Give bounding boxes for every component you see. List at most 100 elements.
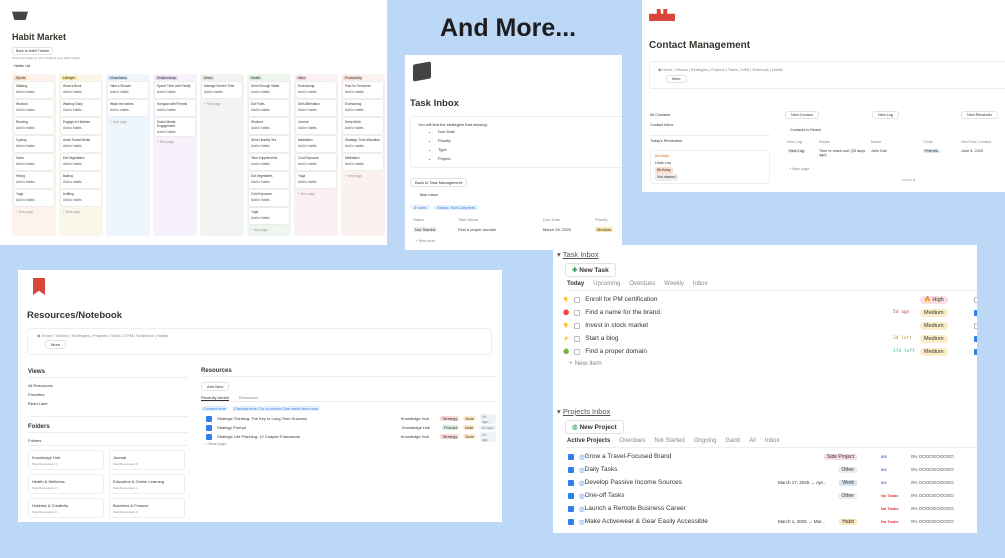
- nav-link-tasks[interactable]: Tasks: [110, 333, 121, 338]
- habit-card[interactable]: Envisioning Add to habits: [296, 82, 336, 98]
- habit-card[interactable]: Hiking Add to habits: [14, 172, 54, 188]
- habit-card[interactable]: Envisioning Add to habits: [343, 100, 383, 116]
- habit-card[interactable]: Journal Add to habits: [296, 118, 336, 134]
- tab-resources[interactable]: Resources: [239, 395, 259, 400]
- habit-card[interactable]: Engage in Hobbies Add to habits: [61, 118, 101, 134]
- new-page-button[interactable]: + New page: [204, 102, 222, 106]
- task-row[interactable]: 🟢 Find a proper domain 17d left Medium: [563, 345, 977, 358]
- add-to-habits-button[interactable]: Add to habits: [16, 198, 35, 202]
- new-page-button[interactable]: + New page: [63, 210, 81, 214]
- folder-card[interactable]: Education & Online Learning Total Resourc…: [109, 474, 185, 494]
- resource-row[interactable]: Strategic Thinking: The Key to Long-Term…: [201, 413, 496, 424]
- habit-card[interactable]: Yoga Add to habits: [296, 172, 336, 188]
- back-to-task-management-button[interactable]: Back to Task Management: [410, 178, 468, 187]
- add-to-habits-button[interactable]: Add to habits: [63, 180, 82, 184]
- habit-card[interactable]: Walking Add to habits: [14, 82, 54, 98]
- add-to-habits-button[interactable]: Add to habits: [63, 126, 82, 130]
- back-to-habit-tracker-button[interactable]: Back to Habit Tracker: [12, 47, 54, 55]
- habit-card[interactable]: Cycling Add to habits: [14, 136, 54, 152]
- all-contacts-link[interactable]: All Contacts: [650, 113, 671, 117]
- task-row[interactable]: ⚡ Start a blog 3d left Medium: [563, 332, 977, 345]
- habit-card[interactable]: Workout Add to habits: [249, 118, 289, 134]
- project-row[interactable]: ◎ Launch a Remote Business Career No Task…: [563, 502, 977, 515]
- add-to-habits-button[interactable]: Add to habits: [16, 162, 35, 166]
- habit-card[interactable]: Spend Time with Family Add to habits: [155, 82, 195, 98]
- add-new-button[interactable]: Add New: [201, 382, 230, 391]
- done-checkbox[interactable]: [974, 322, 977, 329]
- add-to-habits-button[interactable]: Add to habits: [16, 126, 35, 130]
- task-row[interactable]: 👇 Invest in stock market Medium: [563, 319, 977, 332]
- project-checkbox[interactable]: [568, 466, 574, 473]
- nav-link-crm[interactable]: CRM: [124, 333, 134, 338]
- add-to-habits-button[interactable]: Add to habits: [251, 162, 270, 166]
- task-checkbox[interactable]: [574, 296, 581, 303]
- habit-card[interactable]: Strategic Time Allocation Add to habits: [343, 136, 383, 152]
- habit-card[interactable]: Eat Vegetables Add to habits: [61, 154, 101, 170]
- tab-gantt[interactable]: Gantt: [725, 438, 741, 444]
- task-checkbox[interactable]: [574, 348, 581, 355]
- more-button[interactable]: More: [45, 340, 67, 349]
- add-to-habits-button[interactable]: Add to habits: [251, 144, 270, 148]
- tab-all[interactable]: All: [749, 438, 756, 444]
- habit-card[interactable]: Baking Add to habits: [61, 172, 101, 188]
- habit-card[interactable]: Meditation Add to habits: [296, 136, 336, 152]
- nav-link-projects[interactable]: Projects: [711, 68, 725, 72]
- habit-card[interactable]: Drink Enough Water Add to habits: [249, 82, 289, 98]
- add-to-habits-button[interactable]: Add to habits: [157, 130, 176, 134]
- habit-card[interactable]: Avoid Social Media Add to habits: [61, 136, 101, 152]
- nav-link-home[interactable]: Home: [662, 68, 673, 72]
- filter-created-time[interactable]: Created time: [201, 406, 228, 411]
- add-to-habits-button[interactable]: Add to habits: [63, 144, 82, 148]
- resource-row[interactable]: Strategic Life Planning: 12 Chapter Fram…: [201, 431, 496, 442]
- add-to-habits-button[interactable]: Add to habits: [345, 108, 364, 112]
- new-log-row-button[interactable]: New Log: [787, 149, 806, 153]
- contacts-to-reach-view[interactable]: Contacts to Reach: [790, 128, 822, 132]
- project-row[interactable]: ◎ Grow a Travel-Focused Brand Side Projec…: [563, 450, 977, 463]
- habit-card[interactable]: Wakeup Early Add to habits: [61, 100, 101, 116]
- done-checkbox[interactable]: [974, 309, 977, 316]
- resource-row[interactable]: Strategy Prompt Knowledge Hub Prompt Note 4d…: [201, 423, 496, 432]
- add-to-habits-button[interactable]: Add to habits: [16, 90, 35, 94]
- new-reminder-button[interactable]: New Reminder: [961, 111, 999, 119]
- project-checkbox[interactable]: [568, 492, 574, 499]
- nav-link-crm[interactable]: CRM: [740, 68, 750, 72]
- view-link[interactable]: Read Later: [28, 401, 48, 406]
- new-contact-button[interactable]: New Contact: [785, 111, 819, 119]
- habit-card[interactable]: Take Supplements Add to habits: [249, 154, 289, 170]
- add-to-habits-button[interactable]: Add to habits: [298, 108, 317, 112]
- new-page-button[interactable]: + New page: [251, 228, 269, 232]
- nav-link-visions[interactable]: Visions: [675, 68, 688, 72]
- add-to-habits-button[interactable]: Add to habits: [251, 90, 270, 94]
- nav-link-notebook[interactable]: Notebook: [136, 333, 154, 338]
- new-page-button[interactable]: + New page: [789, 167, 810, 171]
- project-checkbox[interactable]: [568, 505, 574, 512]
- add-to-habits-button[interactable]: Add to habits: [345, 162, 364, 166]
- nav-link-home[interactable]: Home: [41, 333, 53, 338]
- habit-card[interactable]: Running Add to habits: [14, 118, 54, 134]
- add-to-habits-button[interactable]: Add to habits: [251, 126, 270, 130]
- project-row[interactable]: ◎ Daily Tasks Other 0/1 0% OOOOOOOOOO: [563, 463, 977, 476]
- add-to-habits-button[interactable]: Add to habits: [298, 180, 317, 184]
- new-page-button[interactable]: + New page: [345, 174, 363, 178]
- tab-inbox[interactable]: Inbox: [764, 438, 780, 444]
- project-row[interactable]: ◎ Make Activewear & Gear Easily Accessib…: [563, 515, 977, 528]
- filter-created-time-rule[interactable]: Created time: On or before One week from…: [231, 406, 321, 411]
- todays-reminders-view[interactable]: Today's Reminders: [650, 135, 770, 146]
- add-to-habits-button[interactable]: Add to habits: [345, 126, 364, 130]
- contact-inbox-link[interactable]: Contact Inbox: [650, 123, 674, 127]
- view-link[interactable]: All Resources: [28, 383, 53, 388]
- task-row[interactable]: 👇 Enroll for PM certification 🔥 High: [563, 293, 977, 306]
- tab-not-started[interactable]: Not Started: [654, 438, 685, 444]
- new-page-button[interactable]: + New page: [110, 120, 128, 124]
- habit-card[interactable]: Workout Add to habits: [14, 100, 54, 116]
- habit-card[interactable]: Self-Affirmation Add to habits: [296, 100, 336, 116]
- habit-card[interactable]: Meditation Add to habits: [343, 154, 383, 170]
- habit-card[interactable]: Cold Exposure Add to habits: [249, 190, 289, 206]
- add-to-habits-button[interactable]: Add to habits: [63, 108, 82, 112]
- add-to-habits-button[interactable]: Add to habits: [251, 198, 270, 202]
- habit-card[interactable]: Read a Book Add to habits: [61, 82, 101, 98]
- folder-card[interactable]: Health & Wellness Total Resources: 0: [28, 474, 104, 494]
- add-to-habits-button[interactable]: Add to habits: [110, 90, 129, 94]
- project-checkbox[interactable]: [568, 453, 574, 460]
- checkbox[interactable]: [206, 424, 212, 431]
